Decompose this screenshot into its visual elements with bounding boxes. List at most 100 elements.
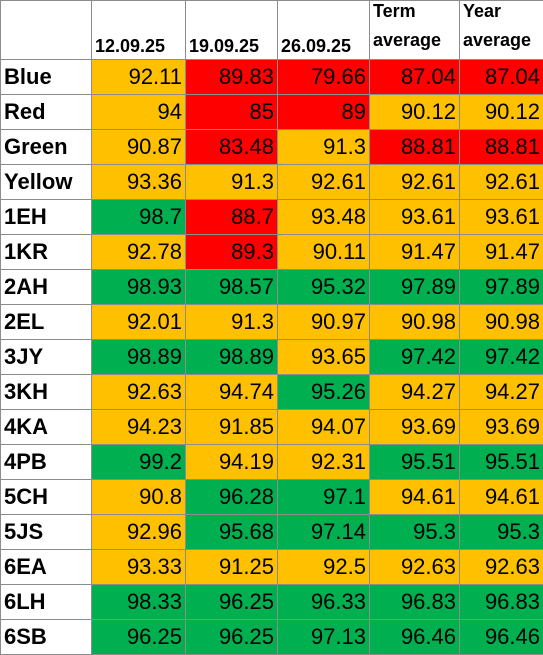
row-label: 2AH: [1, 270, 92, 305]
row-label: 6EA: [1, 550, 92, 585]
cell-week-3: 93.65: [278, 340, 370, 375]
cell-year-average: 90.12: [460, 95, 543, 130]
cell-week-3: 95.32: [278, 270, 370, 305]
row-label: 3KH: [1, 375, 92, 410]
cell-week-3: 96.33: [278, 585, 370, 620]
cell-year-average: 94.27: [460, 375, 543, 410]
header-date-2: 19.09.25: [186, 1, 278, 60]
cell-term-average: 95.3: [370, 515, 460, 550]
cell-term-average: 94.27: [370, 375, 460, 410]
cell-year-average: 90.98: [460, 305, 543, 340]
cell-term-average: 96.83: [370, 585, 460, 620]
cell-year-average: 93.69: [460, 410, 543, 445]
cell-year-average: 91.47: [460, 235, 543, 270]
cell-term-average: 95.51: [370, 445, 460, 480]
cell-week-1: 92.78: [92, 235, 186, 270]
row-label: Blue: [1, 60, 92, 95]
cell-week-2: 89.3: [186, 235, 278, 270]
cell-week-1: 98.89: [92, 340, 186, 375]
cell-year-average: 92.63: [460, 550, 543, 585]
row-label: 5JS: [1, 515, 92, 550]
cell-week-3: 95.26: [278, 375, 370, 410]
header-date-1: 12.09.25: [92, 1, 186, 60]
cell-week-2: 91.25: [186, 550, 278, 585]
cell-year-average: 97.42: [460, 340, 543, 375]
cell-week-1: 92.63: [92, 375, 186, 410]
header-row: 12.09.25 19.09.25 26.09.25 Term average …: [1, 1, 543, 60]
cell-year-average: 95.51: [460, 445, 543, 480]
cell-year-average: 92.61: [460, 165, 543, 200]
cell-week-2: 96.28: [186, 480, 278, 515]
cell-term-average: 88.81: [370, 130, 460, 165]
cell-year-average: 95.3: [460, 515, 543, 550]
cell-term-average: 91.47: [370, 235, 460, 270]
cell-week-2: 94.74: [186, 375, 278, 410]
cell-week-2: 95.68: [186, 515, 278, 550]
cell-week-3: 92.61: [278, 165, 370, 200]
cell-term-average: 97.89: [370, 270, 460, 305]
row-label: 1KR: [1, 235, 92, 270]
cell-week-3: 92.5: [278, 550, 370, 585]
cell-week-3: 92.31: [278, 445, 370, 480]
cell-week-2: 98.57: [186, 270, 278, 305]
cell-week-3: 93.48: [278, 200, 370, 235]
cell-year-average: 93.61: [460, 200, 543, 235]
cell-week-2: 89.83: [186, 60, 278, 95]
cell-term-average: 90.12: [370, 95, 460, 130]
cell-week-1: 92.11: [92, 60, 186, 95]
cell-week-1: 92.01: [92, 305, 186, 340]
cell-week-2: 98.89: [186, 340, 278, 375]
cell-week-2: 91.3: [186, 305, 278, 340]
cell-week-1: 96.25: [92, 620, 186, 655]
row-label: Green: [1, 130, 92, 165]
row-label: 6SB: [1, 620, 92, 655]
header-year-average-line1: Year: [463, 1, 540, 21]
cell-year-average: 96.46: [460, 620, 543, 655]
row-label: 3JY: [1, 340, 92, 375]
cell-week-2: 96.25: [186, 620, 278, 655]
cell-year-average: 88.81: [460, 130, 543, 165]
header-term-average-line1: Term: [373, 1, 456, 21]
cell-week-1: 98.93: [92, 270, 186, 305]
cell-week-1: 98.7: [92, 200, 186, 235]
cell-year-average: 97.89: [460, 270, 543, 305]
header-year-average-line2: average: [463, 21, 540, 59]
cell-week-1: 90.87: [92, 130, 186, 165]
row-label: 5CH: [1, 480, 92, 515]
cell-week-3: 97.14: [278, 515, 370, 550]
cell-term-average: 94.61: [370, 480, 460, 515]
cell-week-2: 91.3: [186, 165, 278, 200]
cell-week-1: 94: [92, 95, 186, 130]
cell-week-1: 94.23: [92, 410, 186, 445]
row-label: 4KA: [1, 410, 92, 445]
header-year-average: Year average: [460, 1, 543, 60]
cell-term-average: 92.63: [370, 550, 460, 585]
cell-year-average: 96.83: [460, 585, 543, 620]
cell-week-3: 97.1: [278, 480, 370, 515]
row-label: Red: [1, 95, 92, 130]
cell-week-3: 89: [278, 95, 370, 130]
row-label: 6LH: [1, 585, 92, 620]
row-label: 2EL: [1, 305, 92, 340]
cell-term-average: 92.61: [370, 165, 460, 200]
cell-term-average: 90.98: [370, 305, 460, 340]
cell-term-average: 93.61: [370, 200, 460, 235]
header-term-average-line2: average: [373, 21, 456, 59]
header-corner-cell: [1, 1, 92, 60]
cell-week-3: 90.97: [278, 305, 370, 340]
row-label: 4PB: [1, 445, 92, 480]
cell-week-2: 88.7: [186, 200, 278, 235]
cell-term-average: 97.42: [370, 340, 460, 375]
